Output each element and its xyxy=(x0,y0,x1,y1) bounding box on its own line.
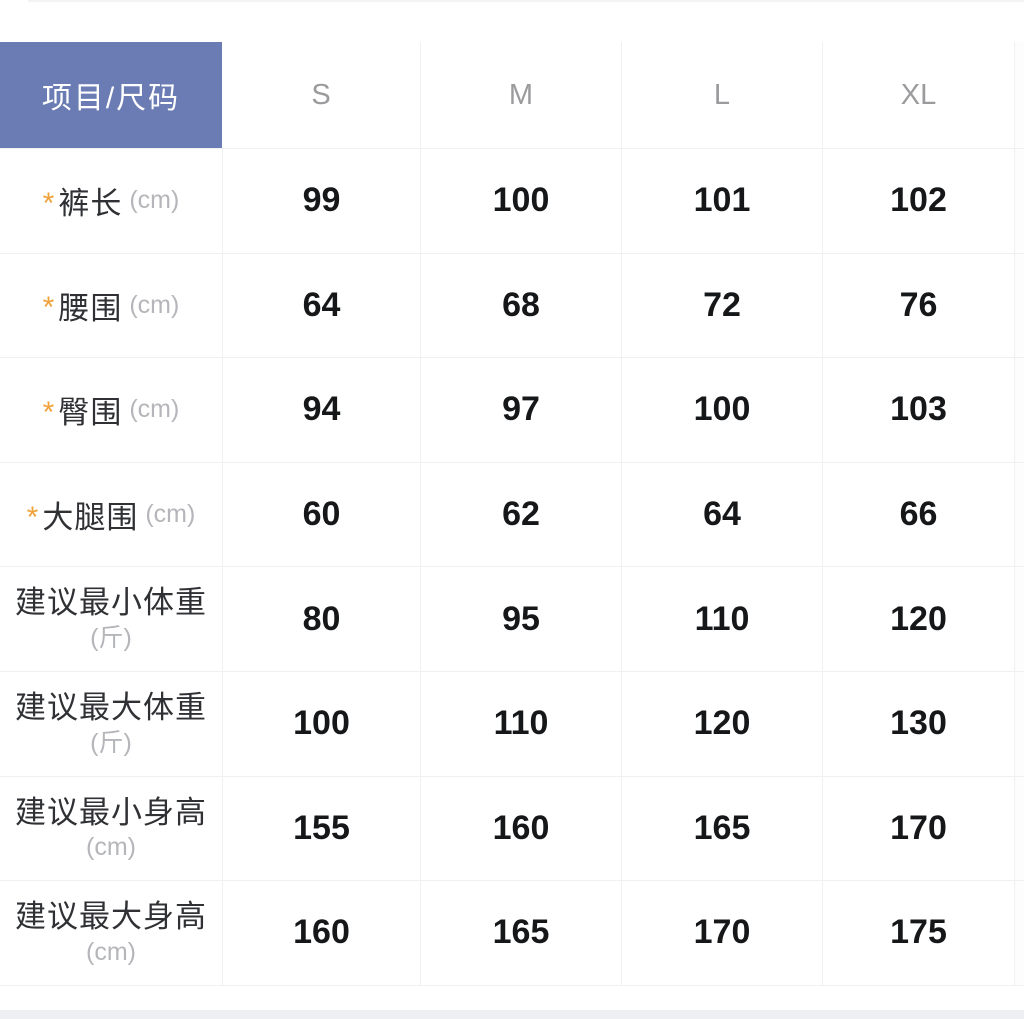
cropped-column-sliver xyxy=(1014,881,1024,985)
size-value: 97 xyxy=(420,358,621,462)
size-value: 160 xyxy=(222,881,420,985)
size-column-header-s: S xyxy=(222,42,420,148)
table-row: 建议最大身高 (cm) 160 165 170 175 xyxy=(0,880,1024,985)
size-value: 170 xyxy=(822,776,1014,881)
size-value: 110 xyxy=(621,567,822,671)
row-label-cell: 建议最小体重 (斤) xyxy=(0,567,222,671)
row-label: 建议最小身高 xyxy=(15,794,207,830)
row-unit: (cm) xyxy=(129,395,180,424)
size-column-header-l: L xyxy=(621,42,822,148)
row-label: 建议最小体重 xyxy=(15,585,207,621)
row-label: 臀围 xyxy=(58,395,123,431)
size-value: 175 xyxy=(822,881,1014,985)
table-row: 建议最大体重 (斤) 100 110 120 130 xyxy=(0,670,1024,776)
bottom-page-band xyxy=(0,1010,1024,1019)
size-value: 130 xyxy=(822,671,1014,776)
size-value: 76 xyxy=(822,253,1014,358)
row-label: 建议最大身高 xyxy=(15,899,207,935)
row-unit: (cm) xyxy=(86,833,136,862)
size-value: 110 xyxy=(420,671,621,776)
row-unit: (斤) xyxy=(90,624,132,653)
row-label-cell: 建议最大体重 (斤) xyxy=(0,671,222,776)
corner-header-cell: 项目/尺码 xyxy=(0,42,222,148)
size-value: 100 xyxy=(621,358,822,462)
size-value: 99 xyxy=(222,149,420,253)
size-value: 60 xyxy=(222,462,420,567)
cropped-column-sliver xyxy=(1014,358,1024,462)
row-label: 裤长 xyxy=(58,186,123,222)
cropped-column-sliver xyxy=(1014,42,1024,148)
row-unit: (cm) xyxy=(145,500,196,529)
size-column-header-m: M xyxy=(420,42,621,148)
cropped-column-sliver xyxy=(1014,253,1024,358)
required-asterisk: * xyxy=(42,186,56,220)
size-value: 64 xyxy=(222,253,420,358)
cropped-column-sliver xyxy=(1014,671,1024,776)
size-value: 94 xyxy=(222,358,420,462)
size-value: 120 xyxy=(822,567,1014,671)
size-value: 120 xyxy=(621,671,822,776)
size-value: 155 xyxy=(222,776,420,881)
row-label-cell: * 大腿围 (cm) xyxy=(0,462,222,567)
row-unit: (斤) xyxy=(90,728,132,757)
table-row: * 腰围 (cm) 64 68 72 76 xyxy=(0,252,1024,358)
size-value: 165 xyxy=(621,776,822,881)
required-asterisk: * xyxy=(26,500,40,534)
table-row: * 臀围 (cm) 94 97 100 103 xyxy=(0,357,1024,462)
row-unit: (cm) xyxy=(129,290,180,319)
table-row: * 大腿围 (cm) 60 62 64 66 xyxy=(0,461,1024,567)
table-header-row: 项目/尺码 S M L XL xyxy=(0,42,1024,148)
size-value: 160 xyxy=(420,776,621,881)
size-value: 165 xyxy=(420,881,621,985)
size-value: 66 xyxy=(822,462,1014,567)
required-asterisk: * xyxy=(42,395,56,429)
cropped-column-sliver xyxy=(1014,776,1024,881)
row-label-cell: 建议最大身高 (cm) xyxy=(0,881,222,985)
size-value: 68 xyxy=(420,253,621,358)
row-unit: (cm) xyxy=(86,937,136,966)
table-row: * 裤长 (cm) 99 100 101 102 xyxy=(0,148,1024,253)
table-row: 建议最小身高 (cm) 155 160 165 170 xyxy=(0,775,1024,881)
size-value: 62 xyxy=(420,462,621,567)
row-label-cell: * 臀围 (cm) xyxy=(0,358,222,462)
size-value: 100 xyxy=(420,149,621,253)
size-value: 100 xyxy=(222,671,420,776)
size-value: 72 xyxy=(621,253,822,358)
cropped-column-sliver xyxy=(1014,149,1024,253)
row-label: 建议最大体重 xyxy=(15,690,207,726)
size-column-header-xl: XL xyxy=(822,42,1014,148)
cropped-column-sliver xyxy=(1014,567,1024,671)
cropped-column-sliver xyxy=(1014,462,1024,567)
size-value: 103 xyxy=(822,358,1014,462)
size-value: 170 xyxy=(621,881,822,985)
top-hairline xyxy=(28,0,1024,2)
size-value: 80 xyxy=(222,567,420,671)
row-label-cell: * 腰围 (cm) xyxy=(0,253,222,358)
size-value: 101 xyxy=(621,149,822,253)
row-label-cell: 建议最小身高 (cm) xyxy=(0,776,222,881)
size-value: 64 xyxy=(621,462,822,567)
row-label: 大腿围 xyxy=(42,500,139,536)
required-asterisk: * xyxy=(42,291,56,325)
row-label-cell: * 裤长 (cm) xyxy=(0,149,222,253)
row-unit: (cm) xyxy=(129,186,180,215)
row-label: 腰围 xyxy=(58,290,123,326)
size-chart-table: 项目/尺码 S M L XL * 裤长 (cm) 99 100 101 102 … xyxy=(0,42,1024,986)
size-value: 102 xyxy=(822,149,1014,253)
size-value: 95 xyxy=(420,567,621,671)
table-row: 建议最小体重 (斤) 80 95 110 120 xyxy=(0,566,1024,671)
